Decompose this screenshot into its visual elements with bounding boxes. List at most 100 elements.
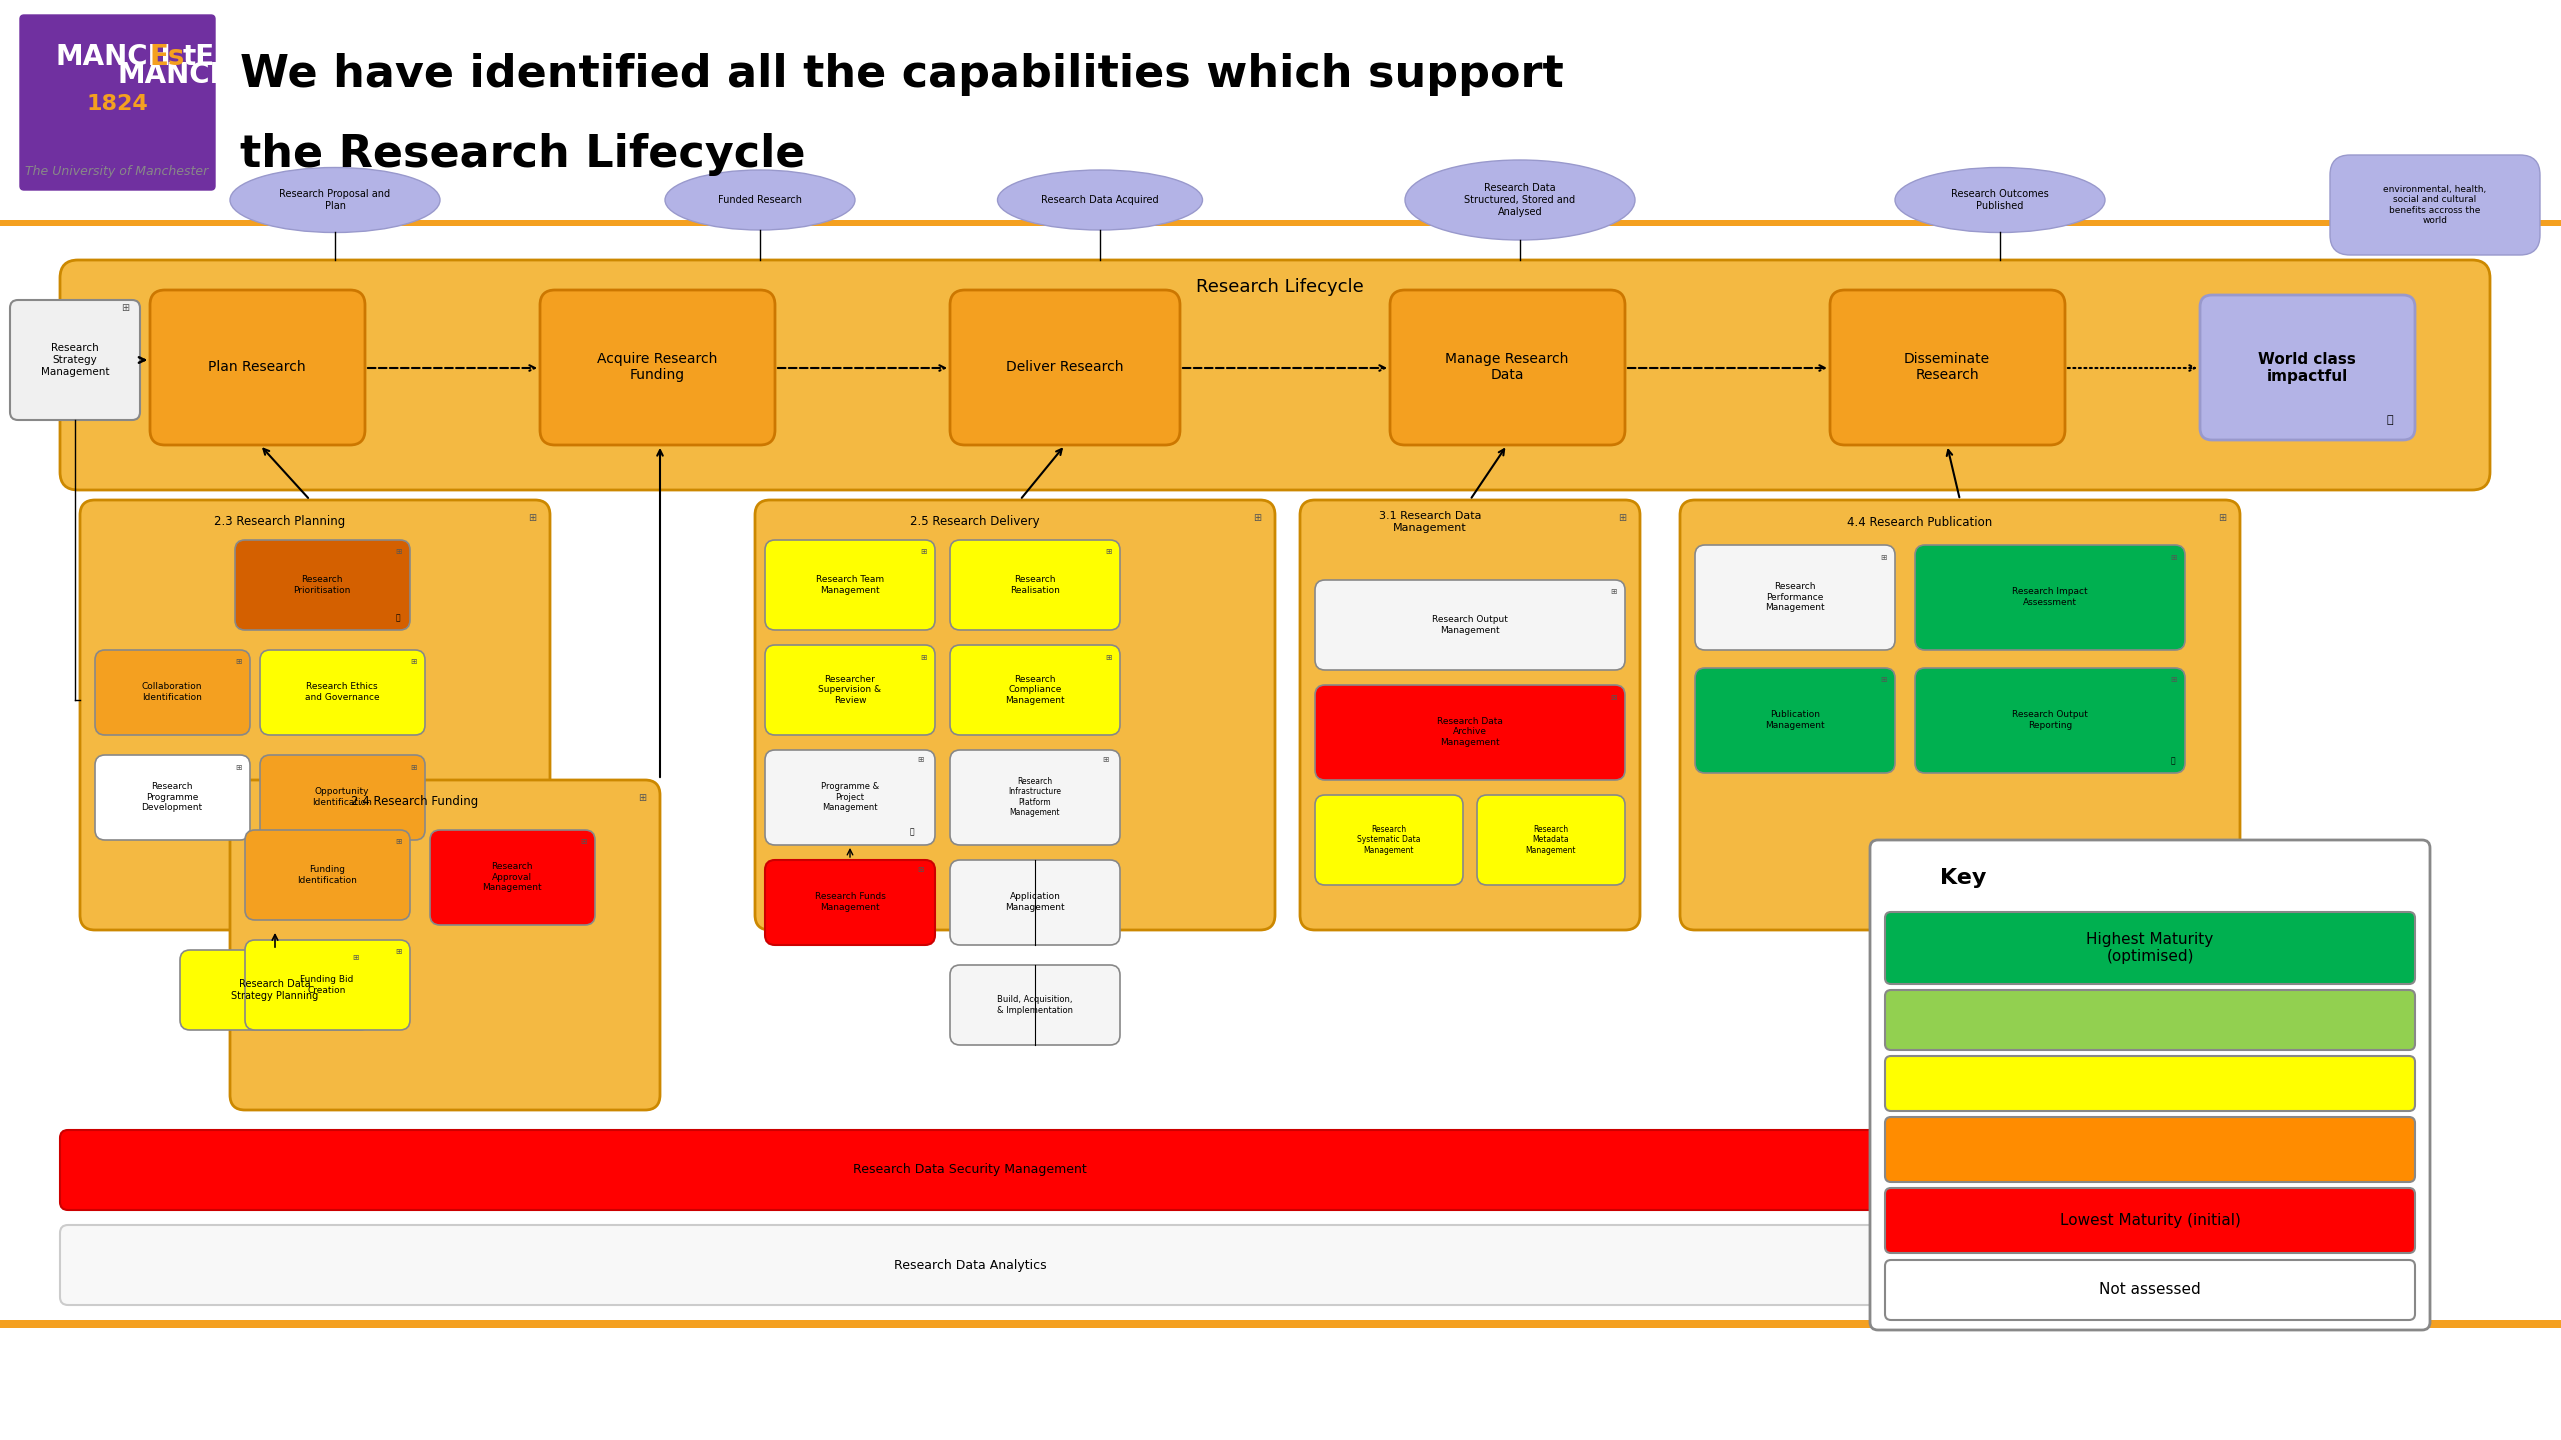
Ellipse shape bbox=[230, 167, 440, 232]
Text: Application
Management: Application Management bbox=[1004, 893, 1065, 912]
FancyBboxPatch shape bbox=[1885, 1188, 2415, 1253]
FancyBboxPatch shape bbox=[236, 540, 410, 631]
FancyBboxPatch shape bbox=[261, 755, 425, 840]
Text: ⊞: ⊞ bbox=[236, 763, 241, 772]
Text: ⊞: ⊞ bbox=[1611, 588, 1616, 596]
Text: 3.1 Research Data
Management: 3.1 Research Data Management bbox=[1378, 511, 1480, 533]
Text: ⊞: ⊞ bbox=[2218, 513, 2226, 523]
Text: environmental, health,
social and cultural
benefits accross the
world: environmental, health, social and cultur… bbox=[2384, 184, 2487, 225]
Text: Key: Key bbox=[1941, 868, 1987, 888]
Text: 2.4 Research Funding: 2.4 Research Funding bbox=[351, 795, 479, 808]
Text: Funding
Identification: Funding Identification bbox=[297, 865, 356, 884]
FancyBboxPatch shape bbox=[59, 1225, 1880, 1305]
Text: Research Impact
Assessment: Research Impact Assessment bbox=[2013, 588, 2087, 606]
Ellipse shape bbox=[1895, 167, 2105, 232]
Text: The University of Manchester: The University of Manchester bbox=[26, 166, 207, 179]
FancyBboxPatch shape bbox=[755, 500, 1275, 930]
Text: ⊞: ⊞ bbox=[638, 793, 645, 804]
FancyBboxPatch shape bbox=[950, 289, 1181, 445]
FancyBboxPatch shape bbox=[950, 965, 1119, 1045]
FancyBboxPatch shape bbox=[95, 755, 251, 840]
Text: ⊞: ⊞ bbox=[410, 763, 417, 772]
FancyBboxPatch shape bbox=[1314, 795, 1462, 886]
Text: ⊞: ⊞ bbox=[236, 658, 241, 667]
Text: ⊞: ⊞ bbox=[917, 756, 922, 765]
FancyBboxPatch shape bbox=[151, 289, 366, 445]
FancyBboxPatch shape bbox=[950, 645, 1119, 734]
FancyBboxPatch shape bbox=[1695, 668, 1895, 773]
Text: ⊞: ⊞ bbox=[1252, 513, 1260, 523]
Text: ⊞: ⊞ bbox=[1104, 652, 1111, 661]
FancyBboxPatch shape bbox=[230, 780, 661, 1110]
Text: Research Data Analytics: Research Data Analytics bbox=[894, 1259, 1047, 1272]
Text: Not assessed: Not assessed bbox=[2100, 1283, 2200, 1297]
Text: Research Data
Structured, Stored and
Analysed: Research Data Structured, Stored and Ana… bbox=[1465, 183, 1575, 216]
Text: 4.4 Research Publication: 4.4 Research Publication bbox=[1846, 516, 1992, 528]
FancyBboxPatch shape bbox=[246, 829, 410, 920]
Text: 🔗: 🔗 bbox=[2172, 756, 2174, 766]
FancyBboxPatch shape bbox=[79, 500, 551, 930]
FancyBboxPatch shape bbox=[1478, 795, 1626, 886]
Text: Research
Strategy
Management: Research Strategy Management bbox=[41, 343, 110, 377]
Text: Research Funds
Management: Research Funds Management bbox=[814, 893, 886, 912]
FancyBboxPatch shape bbox=[59, 1130, 1880, 1210]
Text: ⊞: ⊞ bbox=[2169, 553, 2177, 562]
Text: ⊞: ⊞ bbox=[394, 547, 402, 556]
FancyBboxPatch shape bbox=[950, 540, 1119, 631]
FancyBboxPatch shape bbox=[59, 261, 2489, 490]
Text: Research Proposal and
Plan: Research Proposal and Plan bbox=[279, 189, 392, 210]
Text: ⊞: ⊞ bbox=[1880, 675, 1887, 684]
Text: Research
Infrastructure
Platform
Management: Research Infrastructure Platform Managem… bbox=[1009, 778, 1060, 816]
FancyBboxPatch shape bbox=[95, 649, 251, 734]
Text: Funding Bid
Creation: Funding Bid Creation bbox=[300, 975, 353, 995]
Text: the Research Lifecycle: the Research Lifecycle bbox=[241, 134, 807, 177]
Text: Research Ethics
and Governance: Research Ethics and Governance bbox=[305, 683, 379, 701]
Text: 🔗: 🔗 bbox=[909, 828, 914, 837]
FancyBboxPatch shape bbox=[1870, 840, 2430, 1331]
FancyBboxPatch shape bbox=[1301, 500, 1639, 930]
Text: Deliver Research: Deliver Research bbox=[1006, 360, 1124, 374]
Text: MANCH: MANCH bbox=[54, 43, 172, 71]
FancyBboxPatch shape bbox=[1695, 544, 1895, 649]
Text: ⊞: ⊞ bbox=[1101, 756, 1109, 765]
Ellipse shape bbox=[996, 170, 1204, 230]
Text: Research
Performance
Management: Research Performance Management bbox=[1765, 582, 1826, 612]
FancyBboxPatch shape bbox=[179, 950, 369, 1030]
Text: Research Team
Management: Research Team Management bbox=[817, 576, 884, 595]
Text: Disseminate
Research: Disseminate Research bbox=[1903, 351, 1990, 382]
FancyBboxPatch shape bbox=[1314, 685, 1626, 780]
FancyBboxPatch shape bbox=[766, 645, 935, 734]
Text: ⊞: ⊞ bbox=[394, 838, 402, 847]
FancyBboxPatch shape bbox=[1885, 1117, 2415, 1182]
Text: Research Lifecycle: Research Lifecycle bbox=[1196, 278, 1365, 297]
Text: Funded Research: Funded Research bbox=[717, 194, 802, 204]
FancyBboxPatch shape bbox=[1916, 544, 2185, 649]
FancyBboxPatch shape bbox=[1391, 289, 1626, 445]
Text: Manage Research
Data: Manage Research Data bbox=[1444, 351, 1570, 382]
Text: Research Data
Strategy Planning: Research Data Strategy Planning bbox=[230, 979, 318, 1001]
Bar bbox=[0, 1320, 2561, 1328]
Text: Research Data
Archive
Management: Research Data Archive Management bbox=[1437, 717, 1503, 747]
FancyBboxPatch shape bbox=[1831, 289, 2064, 445]
Text: ⊞: ⊞ bbox=[351, 953, 359, 962]
Text: Research Outcomes
Published: Research Outcomes Published bbox=[1951, 189, 2049, 210]
Text: Research
Metadata
Management: Research Metadata Management bbox=[1526, 825, 1575, 855]
Text: ⊞: ⊞ bbox=[1880, 553, 1887, 562]
FancyBboxPatch shape bbox=[950, 860, 1119, 945]
Text: ⊞: ⊞ bbox=[120, 302, 128, 312]
Text: Research Data Security Management: Research Data Security Management bbox=[853, 1164, 1086, 1176]
Bar bbox=[0, 220, 2561, 226]
Text: Es: Es bbox=[151, 43, 184, 71]
Text: World class
impactful: World class impactful bbox=[2259, 351, 2356, 384]
Text: tER: tER bbox=[182, 43, 236, 71]
Text: We have identified all the capabilities which support: We have identified all the capabilities … bbox=[241, 53, 1565, 96]
Text: ⊞: ⊞ bbox=[579, 838, 586, 847]
Ellipse shape bbox=[666, 170, 855, 230]
Text: Programme &
Project
Management: Programme & Project Management bbox=[822, 782, 878, 812]
Text: ⊞: ⊞ bbox=[917, 865, 922, 874]
Text: Research
Compliance
Management: Research Compliance Management bbox=[1004, 675, 1065, 706]
Text: Build, Acquisition,
& Implementation: Build, Acquisition, & Implementation bbox=[996, 995, 1073, 1015]
Text: ⊞: ⊞ bbox=[919, 547, 927, 556]
Text: ⊞: ⊞ bbox=[394, 948, 402, 956]
FancyBboxPatch shape bbox=[766, 750, 935, 845]
